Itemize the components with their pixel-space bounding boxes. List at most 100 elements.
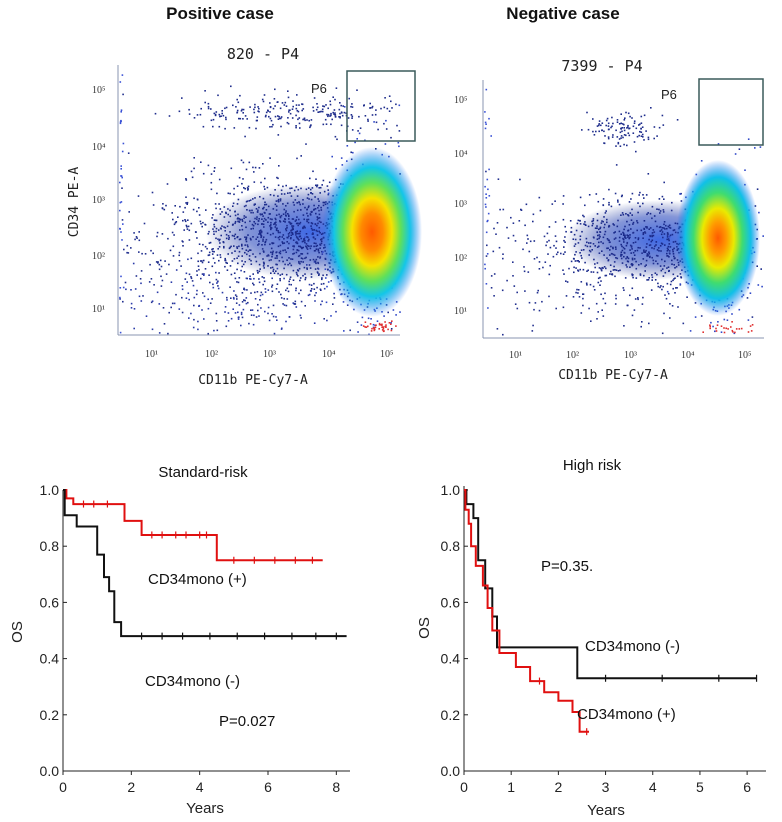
flow-left-points-event [183, 229, 185, 231]
flow-left-points-event [295, 287, 297, 290]
flow-right-points-event [667, 255, 669, 257]
flow-left-points-event [193, 167, 195, 170]
flow-right-points-event [672, 253, 675, 255]
flow-left-points-event [285, 214, 287, 216]
flow-left-points-event [278, 260, 281, 262]
flow-right-points-event [632, 221, 635, 224]
flow-left-points-event [309, 177, 311, 180]
flow-left-points-event [137, 195, 140, 197]
flow-left-points-event [267, 205, 270, 208]
flow-left-points-event [249, 199, 252, 201]
flow-right-points-event [647, 138, 650, 141]
km-left-legend-neg: CD34mono (-) [145, 673, 240, 690]
flow-left-points-event [270, 228, 272, 231]
flow-left-points-event [264, 203, 266, 206]
flow-left-points-event [339, 116, 341, 118]
flow-left-points-event [119, 121, 122, 123]
flow-left-points-event [238, 250, 241, 253]
flow-left-points-event [316, 216, 319, 218]
flow-right-points-event [640, 122, 643, 124]
flow-left-points-event [241, 108, 243, 111]
flow-left-points-event [241, 225, 243, 227]
flow-left-points-event [280, 117, 282, 120]
flow-right-points-event [609, 241, 611, 243]
flow-right-points-event [672, 248, 674, 251]
flow-left-points-event [358, 115, 360, 118]
flow-right-points-event [652, 229, 655, 231]
flow-right-points-event [658, 126, 661, 129]
flow-left-points-event [272, 123, 274, 126]
flow-right-points-event [606, 117, 609, 120]
flow-left-points-event [288, 218, 290, 220]
flow-left-points-event [329, 103, 332, 106]
flow-right-points-event [674, 222, 677, 225]
flow-right-points-event [533, 308, 535, 311]
flow-left-points-event [329, 115, 331, 117]
flow-left-points-event [271, 286, 273, 288]
flow-left-points-event [264, 188, 266, 190]
flow-right-points-event [600, 241, 602, 243]
flow-left-points-event [205, 209, 207, 211]
flow-left-points-event [253, 111, 256, 114]
flow-left-points-event [278, 291, 280, 293]
flow-right-points-event [622, 232, 625, 235]
flow-right-points-event [641, 321, 643, 323]
flow-right-points-event [498, 246, 501, 249]
flow-right-points-event [682, 322, 685, 325]
flow-right-points-event [586, 270, 588, 272]
flow-left-points-event [266, 255, 268, 257]
flow-left-ytick-5: 10⁵ [92, 85, 106, 96]
flow-right-points-event [620, 127, 622, 130]
flow-left-points-event [207, 307, 210, 310]
flow-left-points-event [151, 191, 154, 194]
flow-right-points-event [674, 267, 676, 269]
flow-left-points-event [298, 292, 300, 295]
flow-left-points-event [310, 119, 313, 121]
flow-left-points-event [282, 213, 285, 215]
flow-right-points-event [639, 123, 641, 126]
flow-right-points-event [623, 248, 626, 250]
flow-left-points-event [275, 218, 277, 221]
flow-right-points-event [731, 321, 733, 323]
flow-left-points-event [396, 124, 398, 127]
flow-right-points-event [514, 303, 517, 305]
flow-left-points-event [223, 246, 225, 249]
flow-right-points-event [606, 218, 608, 221]
flow-left-points-event [168, 311, 170, 314]
flow-right-points-event [614, 303, 617, 305]
flow-left-points-event [314, 208, 317, 210]
flow-left-points-event [223, 216, 226, 218]
flow-right-points-event [502, 208, 505, 211]
flow-left-points-event [256, 211, 259, 213]
flow-left-points-event [296, 249, 298, 251]
flow-left-points-event [286, 121, 289, 124]
flow-left-points-event [285, 289, 287, 292]
flow-left-points-event [276, 319, 278, 321]
flow-left-points-event [354, 141, 356, 144]
flow-left-points-event [204, 101, 206, 104]
flow-right-points-event [602, 297, 605, 300]
flow-left-points-event [352, 151, 354, 154]
flow-right-points-event [634, 237, 637, 239]
flow-right-points-event [623, 123, 625, 126]
flow-right-points-event [605, 274, 608, 277]
flow-right-points-event [663, 198, 665, 200]
flow-left-points-event [225, 325, 228, 328]
flow-right-points-event [564, 225, 566, 228]
flow-left-points-event [214, 262, 216, 264]
flow-left-points-event [388, 322, 391, 324]
flow-left-points-event [308, 283, 311, 286]
flow-left-points-event [316, 106, 319, 109]
flow-right-points-event [603, 266, 606, 268]
flow-left-points-event [121, 219, 124, 221]
flow-right-points-event [625, 237, 627, 239]
flow-left-points-event [252, 227, 254, 230]
km-left-curves [63, 489, 347, 640]
flow-right-points-event [496, 328, 499, 330]
flow-right-points-event [627, 214, 630, 217]
flow-left-points-event [233, 290, 235, 292]
flow-left-points-event [322, 179, 325, 182]
flow-right-points-event [543, 235, 546, 238]
flow-left-points-event [376, 320, 379, 322]
flow-right-points-event [574, 238, 577, 241]
